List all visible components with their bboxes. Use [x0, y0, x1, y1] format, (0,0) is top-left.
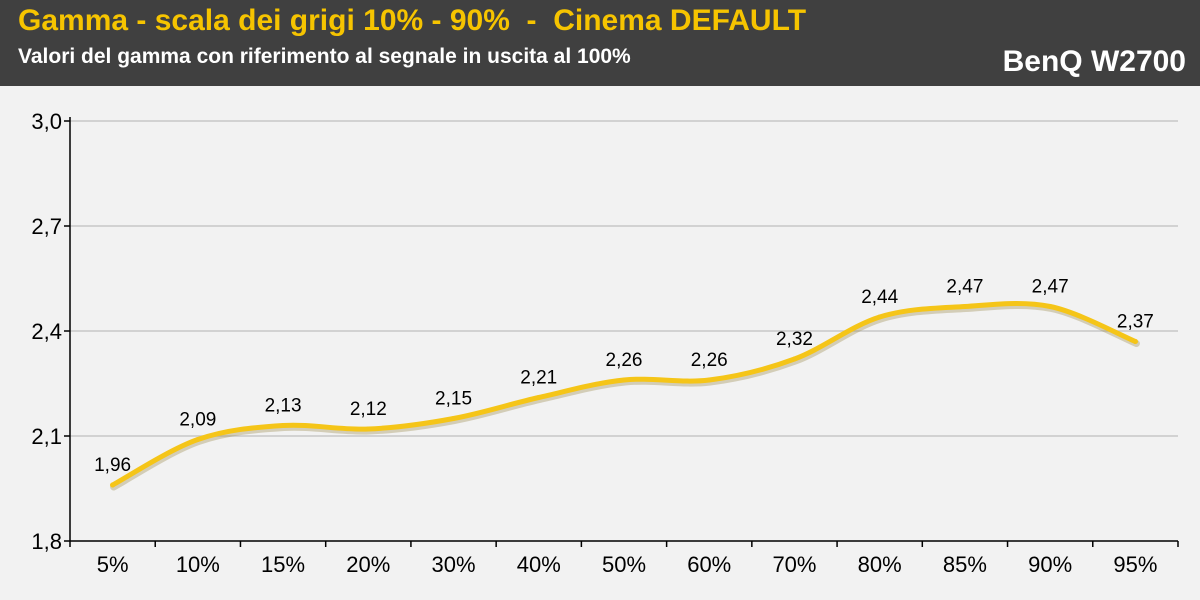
y-tick-label: 2,4 [31, 319, 62, 344]
data-point [1047, 304, 1053, 309]
y-tick-label: 2,1 [31, 424, 62, 449]
data-label: 2,37 [1117, 312, 1154, 333]
x-tick-label: 50% [602, 552, 646, 577]
data-label: 2,26 [606, 350, 643, 371]
data-label: 2,09 [179, 410, 216, 431]
data-label: 2,26 [691, 350, 728, 371]
x-tick-label: 30% [432, 552, 476, 577]
y-tick-label: 3,0 [31, 109, 62, 134]
data-label: 2,47 [946, 277, 983, 298]
data-point [791, 356, 797, 362]
data-point [1132, 339, 1138, 344]
data-label: 2,15 [435, 389, 472, 410]
x-tick-label: 15% [261, 552, 305, 577]
x-tick-label: 80% [858, 552, 902, 577]
data-label: 2,32 [776, 329, 813, 350]
data-point [365, 426, 371, 432]
data-point [195, 437, 201, 442]
data-point [621, 377, 627, 383]
x-tick-label: 20% [346, 552, 390, 577]
x-tick-label: 5% [97, 552, 129, 577]
data-label: 2,12 [350, 399, 387, 420]
x-tick-label: 40% [517, 552, 561, 577]
data-point [962, 304, 968, 309]
x-tick-label: 85% [943, 552, 987, 577]
x-tick-label: 95% [1113, 552, 1157, 577]
chart-subtitle: Valori del gamma con riferimento al segn… [18, 45, 631, 68]
data-label: 2,21 [520, 368, 557, 389]
x-tick-label: 60% [687, 552, 731, 577]
data-point [536, 395, 542, 400]
data-label: 2,13 [265, 396, 302, 417]
data-label: 2,47 [1032, 277, 1069, 298]
data-point [706, 377, 712, 383]
chart-title: Gamma - scala dei grigi 10% - 90% - Cine… [18, 4, 807, 37]
data-point [877, 314, 883, 320]
y-tick-label: 1,8 [31, 529, 62, 554]
x-tick-label: 90% [1028, 552, 1072, 577]
x-tick-label: 70% [772, 552, 816, 577]
x-tick-label: 10% [176, 552, 220, 577]
data-point [110, 482, 116, 488]
chart-header: Gamma - scala dei grigi 10% - 90% - Cine… [0, 0, 1200, 86]
data-label: 1,96 [94, 455, 131, 476]
data-point [280, 423, 286, 428]
brand-label: BenQ W2700 [1002, 45, 1186, 78]
y-tick-label: 2,7 [31, 214, 62, 239]
data-label: 2,44 [861, 287, 898, 308]
data-point [451, 416, 457, 421]
